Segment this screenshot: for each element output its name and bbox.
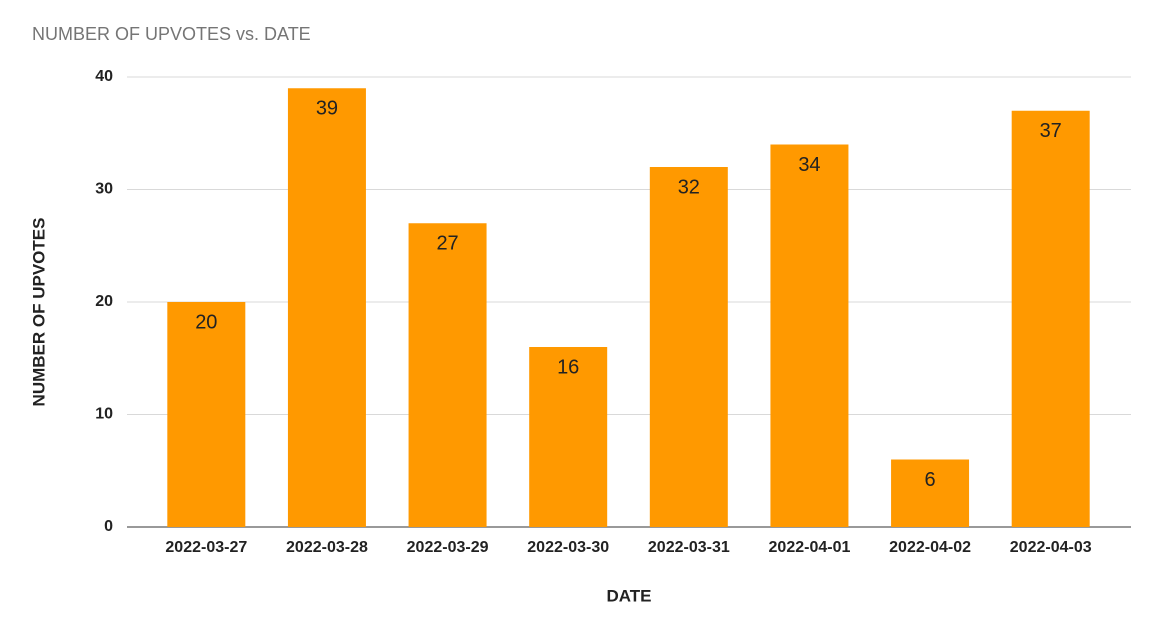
x-tick-label: 2022-03-29 [407, 539, 489, 556]
data-label: 20 [195, 311, 217, 333]
x-tick-label: 2022-03-30 [527, 539, 609, 556]
bar [167, 302, 246, 527]
y-axis-title: NUMBER OF UPVOTES [29, 218, 48, 407]
data-label: 34 [798, 154, 820, 176]
data-label: 16 [557, 356, 579, 378]
x-tick-label: 2022-03-31 [648, 539, 730, 556]
bar [770, 144, 849, 527]
y-tick-label: 0 [104, 518, 113, 535]
data-label: 27 [436, 233, 458, 255]
bar [529, 347, 608, 527]
x-tick-label: 2022-03-28 [286, 539, 368, 556]
x-tick-label: 2022-03-27 [165, 539, 247, 556]
data-label: 39 [316, 98, 338, 120]
data-label: 32 [678, 176, 700, 198]
x-tick-label: 2022-04-01 [769, 539, 851, 556]
bar [408, 223, 487, 527]
x-axis-title: DATE [606, 586, 651, 605]
data-label: 6 [925, 469, 936, 491]
y-tick-label: 40 [95, 68, 113, 85]
bar [1011, 110, 1090, 527]
data-label: 37 [1040, 120, 1062, 142]
x-tick-label: 2022-04-03 [1010, 539, 1092, 556]
y-tick-label: 20 [95, 293, 113, 310]
bar [891, 459, 970, 527]
bar [287, 88, 366, 527]
y-tick-label: 10 [95, 406, 113, 423]
chart-title: NUMBER OF UPVOTES vs. DATE [32, 24, 311, 44]
y-tick-label: 30 [95, 181, 113, 198]
x-tick-label: 2022-04-02 [889, 539, 971, 556]
bar [649, 167, 728, 527]
